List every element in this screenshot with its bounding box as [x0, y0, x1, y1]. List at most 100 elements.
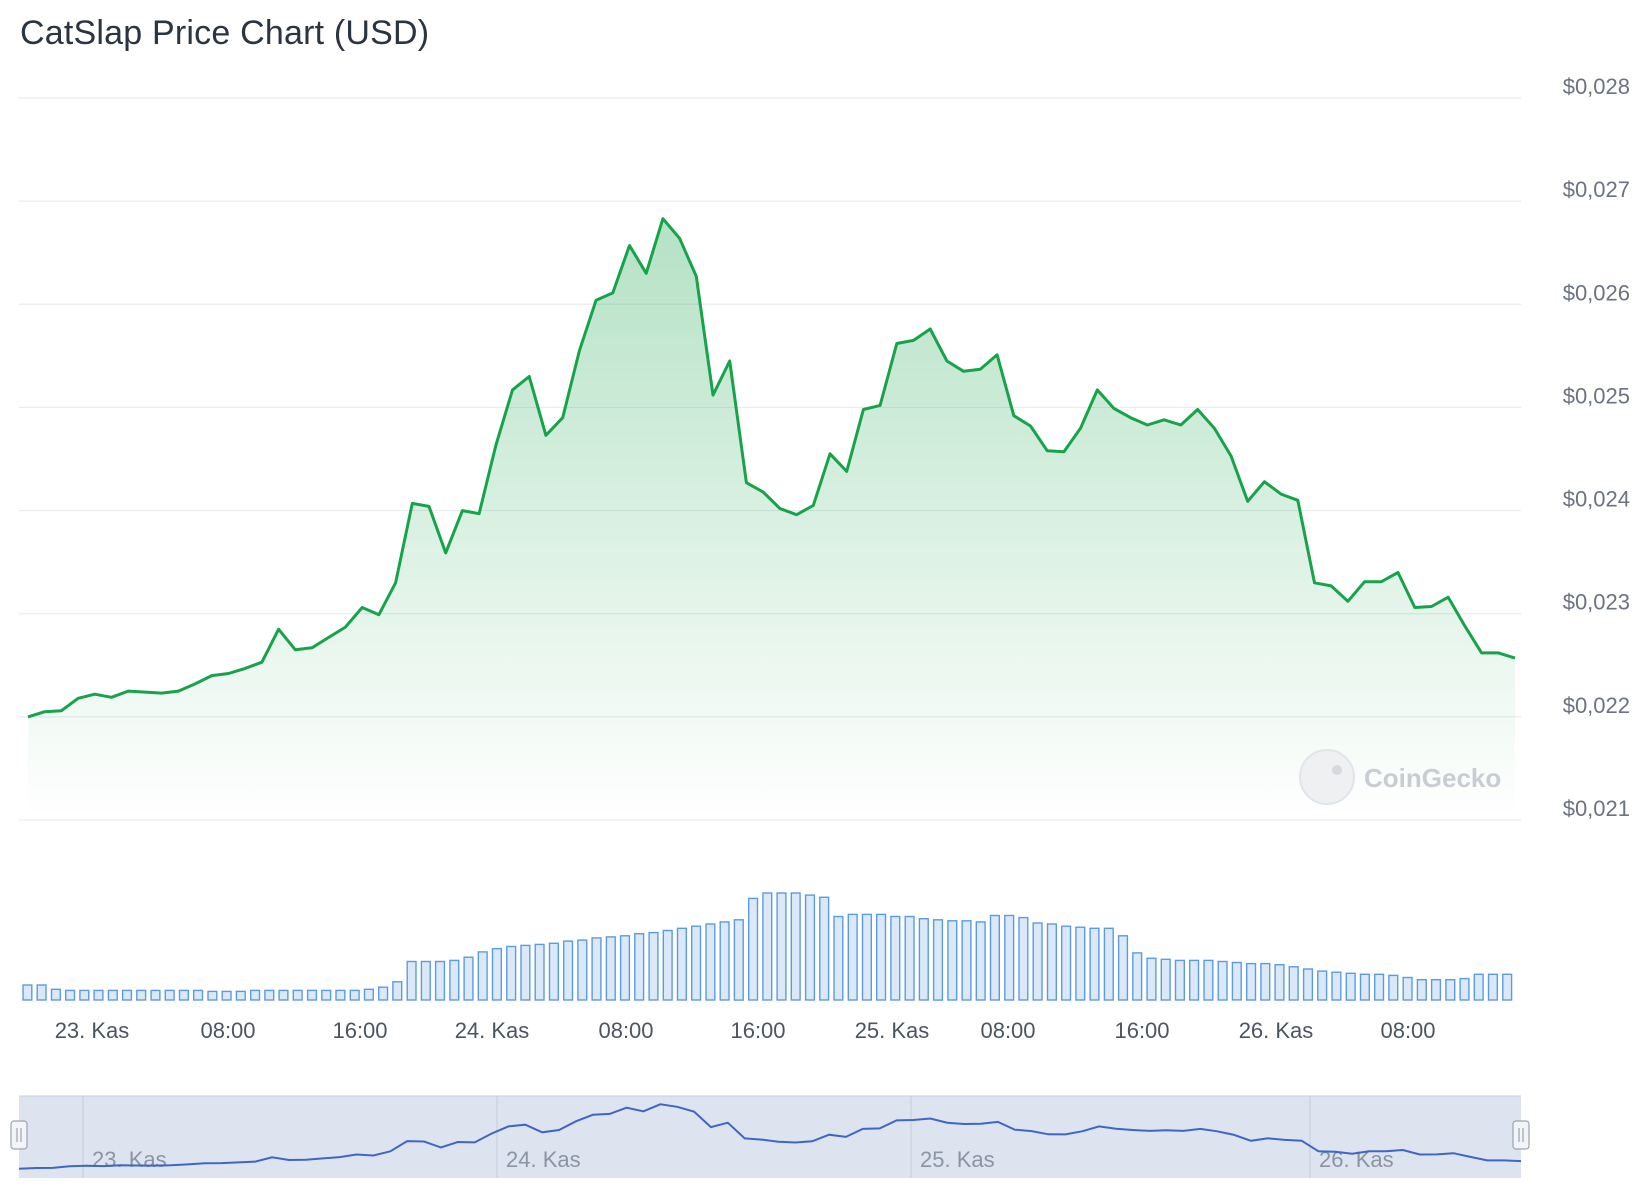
volume-bar: [420, 960, 431, 1001]
volume-bar: [207, 990, 218, 1001]
volume-bar: [1188, 959, 1200, 1001]
x-tick-label: 23. Kas: [55, 1018, 130, 1043]
navigator-grid: [82, 1096, 1311, 1178]
gecko-eye-icon: [1332, 765, 1342, 775]
volume-bar: [1317, 970, 1328, 1001]
volume-bar: [64, 989, 76, 1001]
volume-bar: [1416, 979, 1427, 1001]
volume-bar: [150, 989, 161, 1001]
volume-bar: [605, 936, 616, 1001]
volume-bar: [491, 947, 503, 1001]
chart-title: CatSlap Price Chart (USD): [20, 14, 430, 52]
volume-bar: [1174, 959, 1186, 1001]
volume-bar: [1089, 927, 1100, 1001]
volume-bar: [733, 919, 744, 1001]
x-tick-label: 08:00: [980, 1018, 1035, 1043]
volume-bar: [1103, 927, 1114, 1001]
y-tick-label: $0,026: [1563, 280, 1630, 305]
volume-bar: [292, 989, 303, 1001]
navigator-tick-label: 25. Kas: [920, 1147, 995, 1172]
volume-bar: [705, 923, 716, 1001]
volume-bar: [961, 920, 972, 1001]
navigator-left-handle[interactable]: [10, 1120, 28, 1150]
volume-bar: [506, 945, 517, 1001]
volume-bar: [378, 986, 389, 1001]
volume-bar: [748, 897, 759, 1001]
price-series[interactable]: [27, 217, 1516, 719]
volume-bar: [634, 933, 645, 1001]
volume-bar: [1359, 973, 1371, 1001]
volume-bar: [819, 896, 830, 1001]
volume-bar: [392, 981, 403, 1001]
volume-bar: [947, 920, 958, 1001]
gecko-logo-icon: [1299, 749, 1355, 805]
volume-bar: [306, 989, 318, 1001]
volume-bar: [918, 918, 929, 1001]
volume-bar: [1231, 961, 1242, 1001]
volume-bar: [619, 935, 631, 1001]
volume-bar: [406, 960, 417, 1001]
volume-bar: [278, 989, 289, 1001]
volume-bar: [520, 944, 531, 1001]
volume-bar: [363, 988, 375, 1001]
range-navigator[interactable]: 23. Kas 24. Kas 25. Kas 26. Kas: [10, 1095, 1530, 1178]
y-tick-label: $0,022: [1563, 693, 1630, 718]
navigator-selection[interactable]: [19, 1096, 1521, 1178]
volume-bar: [577, 939, 588, 1001]
volume-bar: [1373, 973, 1385, 1001]
volume-bar: [1160, 958, 1171, 1001]
volume-bar: [691, 925, 702, 1001]
volume-bar: [264, 989, 275, 1001]
volume-bar: [477, 951, 488, 1001]
volume-bar: [932, 919, 944, 1001]
volume-bar: [22, 984, 33, 1001]
volume-bar: [563, 940, 574, 1001]
y-tick-label: $0,028: [1563, 74, 1630, 99]
navigator-right-handle[interactable]: [1512, 1120, 1530, 1150]
volume-bar: [121, 989, 133, 1001]
volume-bar: [989, 914, 1001, 1001]
y-tick-label: $0,024: [1563, 487, 1630, 512]
volume-bar: [676, 927, 688, 1001]
volume-bar: [1075, 926, 1086, 1001]
volume-bar: [1288, 966, 1299, 1001]
navigator-tick-label: 23. Kas: [92, 1147, 167, 1172]
volume-bar: [1018, 916, 1029, 1001]
x-tick-label: 25. Kas: [855, 1018, 930, 1043]
volume-bar: [221, 990, 232, 1001]
volume-bar: [1445, 979, 1456, 1001]
volume-bar: [1473, 973, 1484, 1001]
volume-bar: [1302, 968, 1314, 1001]
volume-bar: [1274, 964, 1285, 1001]
x-tick-label: 24. Kas: [455, 1018, 530, 1043]
volume-bar: [1032, 922, 1043, 1001]
price-area: [28, 218, 1515, 820]
volume-bar: [1487, 973, 1499, 1001]
y-tick-label: $0,025: [1563, 383, 1630, 408]
volume-bar: [534, 943, 545, 1001]
volume-bar: [1203, 959, 1214, 1001]
volume-bar: [1117, 935, 1129, 1001]
volume-bar: [235, 990, 246, 1001]
navigator-tick-label: 24. Kas: [506, 1147, 581, 1172]
x-tick-label: 08:00: [598, 1018, 653, 1043]
volume-bar: [1260, 962, 1271, 1001]
x-tick-label: 08:00: [1380, 1018, 1435, 1043]
volume-bar: [548, 942, 560, 1001]
y-tick-label: $0,021: [1563, 796, 1630, 821]
volume-bars[interactable]: [22, 892, 1513, 1001]
volume-bar: [1046, 923, 1058, 1001]
volume-bar: [904, 915, 915, 1001]
volume-bar: [1146, 957, 1157, 1001]
x-tick-label: 16:00: [332, 1018, 387, 1043]
x-axis-labels: 23. Kas 08:00 16:00 24. Kas 08:00 16:00 25. Ka…: [55, 1018, 1436, 1043]
volume-bar: [1345, 972, 1356, 1001]
volume-bar: [192, 989, 204, 1001]
volume-bar: [804, 894, 816, 1001]
volume-bar: [847, 913, 858, 1001]
volume-bar: [136, 989, 147, 1001]
volume-bar: [975, 921, 986, 1001]
volume-bar: [463, 956, 474, 1001]
price-area-fill: [28, 218, 1515, 820]
